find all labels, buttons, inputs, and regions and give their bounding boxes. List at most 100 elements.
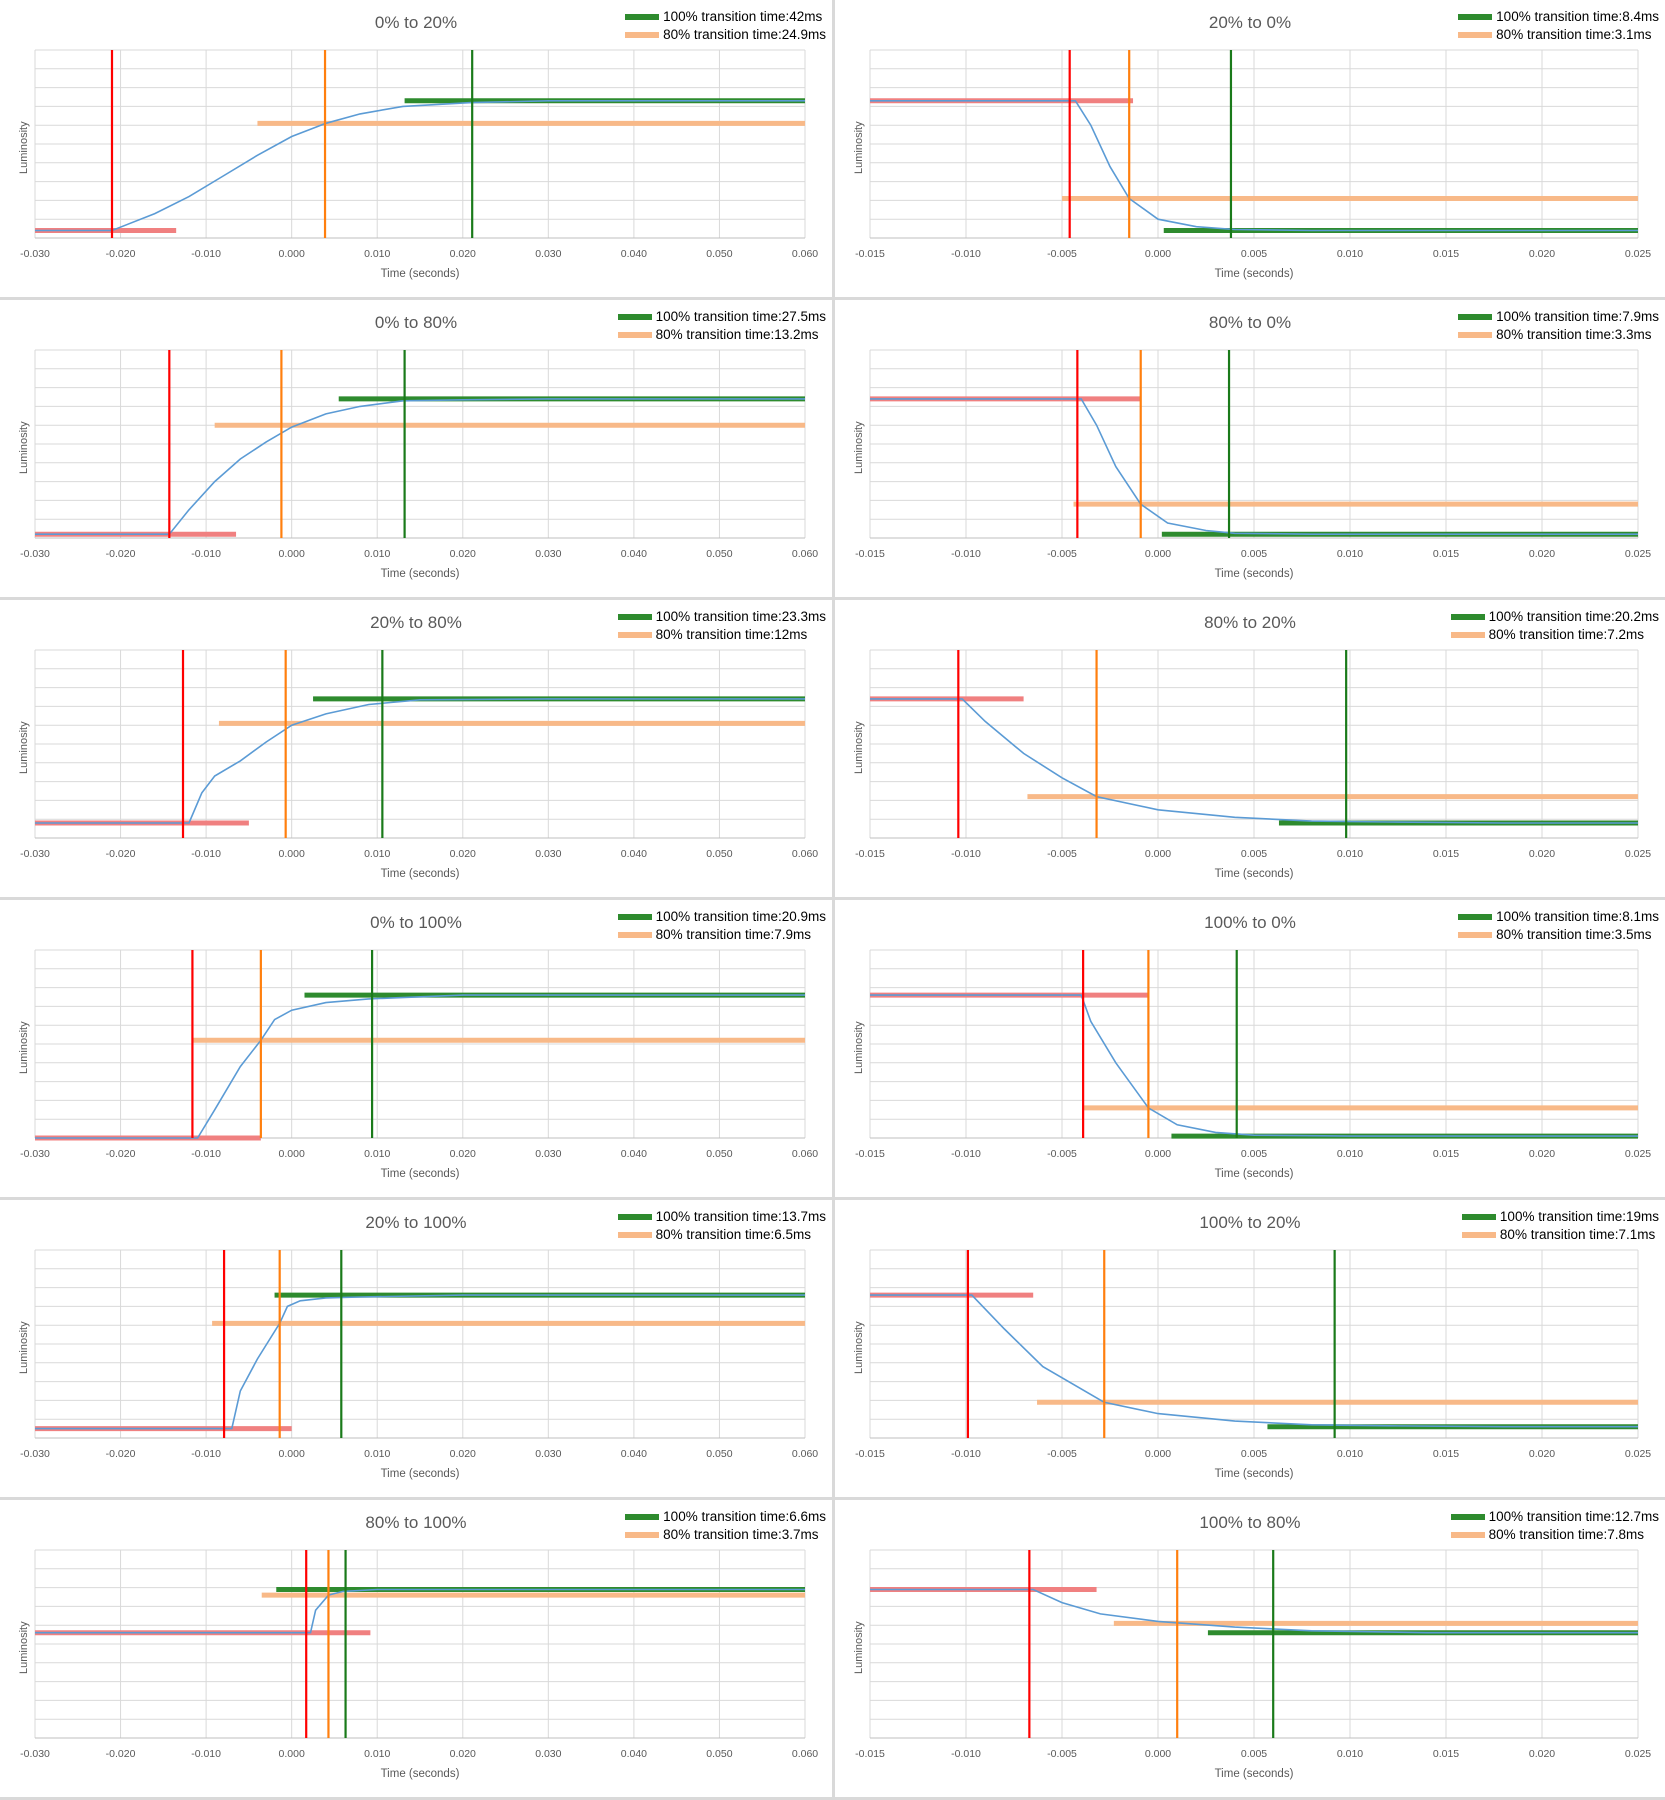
legend-value-80: 12ms	[774, 627, 808, 642]
legend-value-100: 6.6ms	[789, 1509, 826, 1524]
legend-value-80: 24.9ms	[781, 27, 826, 42]
x-tick-label: 0.020	[450, 1148, 476, 1160]
chart-svg: -0.015 -0.010 -0.005 0.000 0.005 0.010 0.015 0.…	[855, 1549, 1651, 1760]
x-tick-label: -0.005	[1047, 548, 1077, 560]
x-tick-label: 0.060	[792, 548, 818, 560]
x-tick-label: 0.030	[535, 1148, 561, 1160]
x-tick-label: 0.020	[450, 248, 476, 260]
legend-entry-80: 80% transition time: 3.3ms	[1458, 326, 1659, 344]
x-tick-label: -0.015	[855, 848, 885, 860]
chart-panel: -0.015 -0.010 -0.005 0.000 0.005 0.010 0.015 0.…	[835, 300, 1665, 597]
legend: 100% transition time: 20.9ms 80% transiti…	[617, 908, 826, 944]
x-tick-label: -0.015	[855, 1748, 885, 1760]
x-tick-label: -0.005	[1047, 1448, 1077, 1460]
luminosity-curve	[870, 398, 1638, 535]
chart-panel: -0.015 -0.010 -0.005 0.000 0.005 0.010 0.015 0.…	[835, 600, 1665, 897]
y-axis-label: Luminosity	[18, 121, 30, 174]
legend-entry-100: 100% transition time: 20.2ms	[1450, 608, 1659, 626]
x-tick-label: 0.040	[621, 1748, 647, 1760]
x-tick-label: -0.010	[191, 1748, 221, 1760]
legend-prefix-80: 80% transition time:	[1496, 327, 1615, 342]
x-tick-label: 0.025	[1625, 548, 1651, 560]
y-axis-label: Luminosity	[853, 421, 865, 474]
chart-panel: -0.015 -0.010 -0.005 0.000 0.005 0.010 0.015 0.…	[835, 900, 1665, 1197]
legend-value-80: 7.9ms	[774, 927, 811, 942]
x-tick-label: 0.020	[450, 1748, 476, 1760]
x-tick-label: 0.050	[706, 1448, 732, 1460]
legend-entry-100: 100% transition time: 8.1ms	[1458, 908, 1659, 926]
legend-prefix-100: 100% transition time:	[1496, 309, 1623, 324]
x-tick-label: -0.020	[106, 1748, 136, 1760]
legend-value-80: 7.2ms	[1607, 627, 1644, 642]
legend: 100% transition time: 42ms 80% transition…	[625, 8, 826, 44]
x-tick-label: 0.020	[1529, 1448, 1555, 1460]
legend-value-100: 13.7ms	[781, 1209, 826, 1224]
legend-swatch-80	[617, 1232, 652, 1238]
legend-value-80: 13.2ms	[774, 327, 819, 342]
x-tick-label: 0.040	[621, 548, 647, 560]
legend-entry-80: 80% transition time: 3.5ms	[1458, 926, 1659, 944]
chart-svg: -0.030 -0.020 -0.010 0.000 0.010 0.020 0.030 0.…	[20, 1549, 818, 1760]
legend-prefix-100: 100% transition time:	[655, 1209, 782, 1224]
chart-svg: -0.015 -0.010 -0.005 0.000 0.005 0.010 0.015 0.…	[855, 1249, 1651, 1460]
chart-panel: -0.030 -0.020 -0.010 0.000 0.010 0.020 0.030 0.…	[0, 1500, 832, 1797]
legend-value-100: 42ms	[789, 9, 823, 24]
x-tick-label: 0.025	[1625, 848, 1651, 860]
x-tick-label: 0.010	[1337, 848, 1363, 860]
legend-prefix-80: 80% transition time:	[655, 627, 775, 642]
x-tick-label: 0.020	[1529, 548, 1555, 560]
x-tick-label: 0.030	[535, 848, 561, 860]
x-tick-label: 0.000	[279, 848, 305, 860]
x-tick-label: 0.020	[1529, 248, 1555, 260]
chart-svg: -0.030 -0.020 -0.010 0.000 0.010 0.020 0.030 0.…	[20, 649, 818, 860]
y-axis-label: Luminosity	[18, 1321, 30, 1374]
legend-prefix-80: 80% transition time:	[1496, 927, 1615, 942]
legend-value-80: 3.7ms	[781, 1527, 819, 1542]
x-tick-label: 0.010	[1337, 248, 1363, 260]
legend-swatch-80	[1458, 32, 1493, 38]
x-tick-label: 0.050	[706, 848, 732, 860]
x-tick-label: 0.000	[1145, 248, 1171, 260]
x-tick-label: 0.040	[621, 848, 647, 860]
x-tick-label: -0.015	[855, 548, 885, 560]
x-tick-label: 0.005	[1241, 848, 1267, 860]
legend: 100% transition time: 20.2ms 80% transiti…	[1450, 608, 1659, 644]
x-tick-label: 0.015	[1433, 248, 1459, 260]
x-tick-label: -0.010	[951, 1448, 981, 1460]
x-tick-label: -0.010	[951, 248, 981, 260]
legend-swatch-80	[1458, 332, 1493, 338]
chart-svg: -0.015 -0.010 -0.005 0.000 0.005 0.010 0.015 0.…	[855, 949, 1651, 1160]
x-tick-label: 0.025	[1625, 1748, 1651, 1760]
x-tick-label: -0.030	[20, 248, 50, 260]
legend-swatch-80	[1458, 932, 1493, 938]
legend-entry-80: 80% transition time: 12ms	[617, 626, 826, 644]
x-tick-label: -0.010	[951, 1148, 981, 1160]
chart-svg: -0.030 -0.020 -0.010 0.000 0.010 0.020 0.030 0.…	[20, 49, 818, 260]
chart-svg: -0.015 -0.010 -0.005 0.000 0.005 0.010 0.015 0.…	[855, 649, 1651, 860]
x-tick-label: 0.020	[1529, 848, 1555, 860]
x-tick-label: -0.020	[106, 1448, 136, 1460]
x-axis-label: Time (seconds)	[1214, 568, 1294, 580]
legend-swatch-100	[617, 314, 652, 320]
chart-panel: -0.030 -0.020 -0.010 0.000 0.010 0.020 0.030 0.…	[0, 300, 832, 597]
x-tick-label: 0.000	[1145, 848, 1171, 860]
legend-swatch-80	[1450, 1532, 1485, 1538]
x-tick-label: 0.005	[1241, 1148, 1267, 1160]
luminosity-curve	[870, 100, 1638, 232]
legend-prefix-80: 80% transition time:	[655, 927, 775, 942]
legend-entry-80: 80% transition time: 3.1ms	[1458, 26, 1659, 44]
legend-value-80: 7.1ms	[1618, 1227, 1656, 1242]
x-tick-label: -0.010	[951, 848, 981, 860]
x-tick-label: 0.000	[1145, 548, 1171, 560]
legend-value-100: 8.1ms	[1622, 909, 1659, 924]
y-axis-label: Luminosity	[18, 421, 30, 474]
x-tick-label: -0.005	[1047, 848, 1077, 860]
x-tick-label: -0.030	[20, 548, 50, 560]
legend-value-100: 19ms	[1625, 1209, 1659, 1224]
x-tick-label: 0.060	[792, 1748, 818, 1760]
chart-svg: -0.015 -0.010 -0.005 0.000 0.005 0.010 0.015 0.…	[855, 49, 1651, 260]
legend-swatch-80	[625, 1532, 660, 1538]
legend-entry-80: 80% transition time: 3.7ms	[625, 1526, 826, 1544]
legend-entry-80: 80% transition time: 7.9ms	[617, 926, 826, 944]
x-tick-label: -0.010	[191, 1448, 221, 1460]
